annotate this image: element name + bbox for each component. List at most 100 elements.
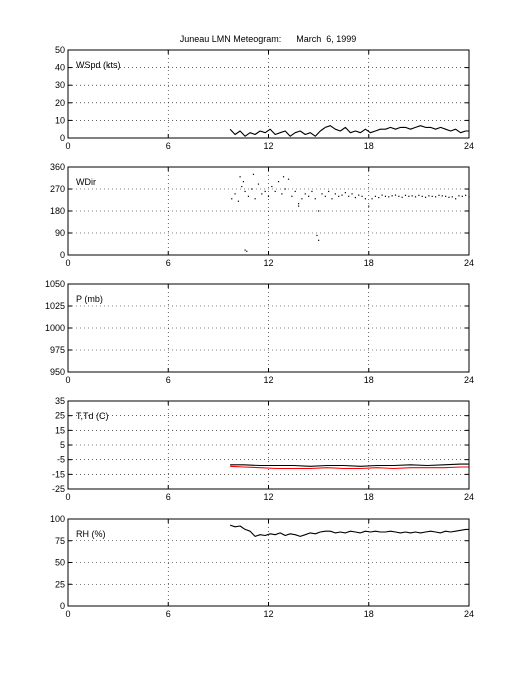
- x-tick-label: 12: [263, 609, 273, 619]
- y-tick-label: 1050: [45, 279, 65, 289]
- y-tick-label: 10: [55, 115, 65, 125]
- y-tick-label: 1000: [45, 323, 65, 333]
- series-line-1: [230, 465, 469, 470]
- data-point: [264, 190, 266, 193]
- series-line-0: [229, 524, 469, 537]
- y-tick-label: -15: [52, 469, 65, 479]
- x-tick-label: 12: [263, 375, 273, 385]
- data-point: [331, 198, 333, 200]
- x-tick-label: 6: [166, 609, 171, 619]
- x-tick-label: 0: [65, 141, 70, 151]
- data-point: [251, 188, 253, 190]
- y-tick-label: 15: [55, 425, 65, 435]
- data-point: [316, 234, 318, 237]
- data-point: [421, 195, 423, 197]
- data-point: [451, 196, 453, 198]
- data-point: [254, 198, 256, 200]
- data-point: [455, 198, 457, 200]
- data-point: [301, 198, 303, 200]
- series-line-0: [230, 463, 469, 467]
- y-tick-label: 360: [50, 162, 65, 172]
- x-tick-label: 24: [464, 141, 474, 151]
- data-point: [324, 195, 326, 197]
- y-tick-label: 270: [50, 184, 65, 194]
- data-point: [378, 196, 380, 199]
- data-point: [234, 193, 236, 195]
- y-tick-label: 30: [55, 80, 65, 90]
- data-point: [311, 190, 313, 193]
- data-point: [434, 196, 437, 198]
- data-point: [431, 195, 433, 197]
- y-tick-label: 975: [50, 345, 65, 355]
- data-point: [448, 196, 450, 198]
- data-point: [414, 196, 417, 198]
- data-point: [341, 194, 343, 196]
- panel-label: P (mb): [76, 294, 103, 304]
- y-tick-label: 0: [60, 250, 65, 260]
- x-tick-label: 12: [263, 141, 273, 151]
- x-tick-label: 12: [263, 258, 273, 268]
- data-point: [411, 195, 413, 197]
- data-point: [294, 190, 296, 193]
- data-point: [408, 195, 410, 197]
- panel-0: 0 6 12 18 24 0 10 20 30 40 50 WSpd (kts): [55, 45, 474, 151]
- data-point: [401, 196, 403, 198]
- data-point: [231, 198, 233, 200]
- data-point: [351, 193, 353, 195]
- data-point: [348, 195, 350, 197]
- data-point: [438, 194, 440, 196]
- data-point: [338, 195, 340, 197]
- x-tick-label: 18: [364, 141, 374, 151]
- data-point: [384, 195, 387, 197]
- data-point: [271, 185, 273, 188]
- data-point: [297, 205, 300, 207]
- data-point: [281, 193, 283, 195]
- data-point: [267, 195, 270, 197]
- data-point: [458, 195, 460, 197]
- y-tick-label: 50: [55, 558, 65, 568]
- data-point: [424, 196, 427, 198]
- data-point: [247, 195, 250, 197]
- y-tick-label: 0: [60, 601, 65, 611]
- data-point: [321, 193, 323, 195]
- y-tick-label: 25: [55, 411, 65, 421]
- x-tick-label: 0: [65, 258, 70, 268]
- data-point: [381, 194, 383, 196]
- data-point: [404, 194, 407, 196]
- data-point: [328, 190, 330, 193]
- data-point: [239, 176, 241, 178]
- data-point: [304, 193, 306, 195]
- x-tick-label: 6: [166, 141, 171, 151]
- x-tick-label: 18: [364, 492, 374, 502]
- x-tick-label: 6: [166, 375, 171, 385]
- panel-2: 0 6 12 18 24 950 975 1000 1025 1050 P (mb): [45, 279, 474, 385]
- x-tick-label: 18: [364, 375, 374, 385]
- data-point: [257, 183, 260, 185]
- data-point: [364, 198, 367, 200]
- x-tick-label: 24: [464, 609, 474, 619]
- data-point: [246, 250, 248, 252]
- y-tick-label: 0: [60, 133, 65, 143]
- data-point: [297, 203, 300, 205]
- data-point: [358, 194, 360, 196]
- data-point: [418, 194, 420, 196]
- x-tick-label: 0: [65, 375, 70, 385]
- y-tick-label: 90: [55, 228, 65, 238]
- x-tick-label: 0: [65, 609, 70, 619]
- data-point: [371, 198, 373, 200]
- data-point: [252, 173, 255, 175]
- y-tick-label: -25: [52, 484, 65, 494]
- data-point: [334, 193, 336, 195]
- data-point: [282, 176, 285, 178]
- x-tick-label: 18: [364, 609, 374, 619]
- x-tick-label: 0: [65, 492, 70, 502]
- x-tick-label: 6: [166, 492, 171, 502]
- data-point: [284, 188, 286, 190]
- data-point: [291, 195, 293, 197]
- data-point: [242, 181, 245, 183]
- data-point: [318, 210, 320, 212]
- data-point: [388, 196, 390, 198]
- data-point: [244, 190, 246, 193]
